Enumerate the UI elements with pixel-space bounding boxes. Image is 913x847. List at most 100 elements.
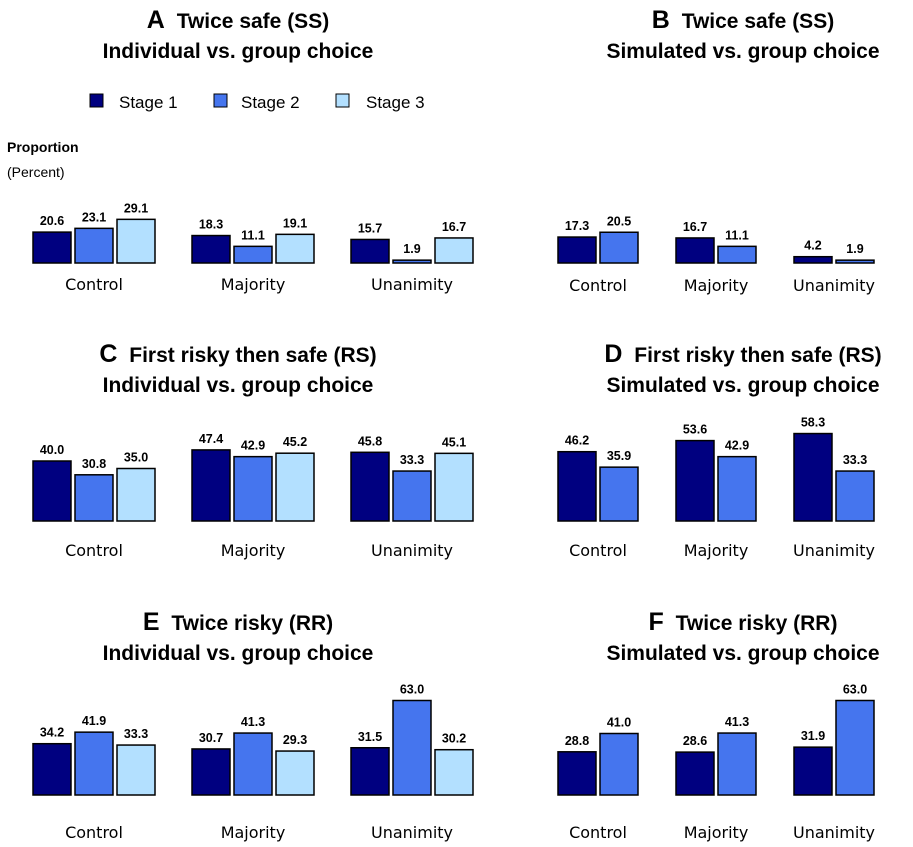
data-label-e-unanimity-stage-2: 63.0 <box>400 683 424 697</box>
category-label-c-control: Control <box>65 541 123 560</box>
panel-a: A Twice safe (SS) Individual vs. group ch… <box>32 6 474 294</box>
data-label-c-control-stage-3: 35.0 <box>124 451 148 465</box>
panel-a-subtitle: Individual vs. group choice <box>103 40 374 63</box>
panel-b-subtitle: Simulated vs. group choice <box>606 40 879 63</box>
data-label-a-control-stage-1: 20.6 <box>40 214 64 228</box>
data-label-c-unanimity-stage-1: 45.8 <box>358 434 382 448</box>
data-label-e-control-stage-1: 34.2 <box>40 726 64 740</box>
data-label-f-unanimity-stage-2: 63.0 <box>843 683 867 697</box>
data-label-a-unanimity-stage-1: 15.7 <box>358 221 382 235</box>
bar-e-majority-stage-2 <box>233 732 273 796</box>
panel-e-title: E Twice risky (RR) <box>143 608 333 636</box>
bar-a-control-stage-1 <box>32 231 72 264</box>
bar-e-unanimity-stage-2 <box>392 699 432 796</box>
panel-d-title-text: First risky then safe (RS) <box>628 344 881 367</box>
data-label-e-control-stage-3: 33.3 <box>124 727 148 741</box>
bar-b-majority-stage-2 <box>717 245 757 264</box>
category-label-e-majority: Majority <box>221 823 286 842</box>
panel-b-title-text: Twice safe (SS) <box>676 10 834 33</box>
panel-e-subtitle: Individual vs. group choice <box>103 642 374 665</box>
data-label-e-majority-stage-1: 30.7 <box>199 731 223 745</box>
bar-c-majority-stage-3 <box>275 452 315 522</box>
category-label-e-unanimity: Unanimity <box>371 823 453 842</box>
data-label-b-control-stage-1: 17.3 <box>565 219 589 233</box>
legend-label-stage-2: Stage 2 <box>241 93 300 112</box>
bar-d-majority-stage-1 <box>675 439 715 522</box>
bar-f-unanimity-stage-2 <box>835 699 875 796</box>
panel-a-letter: A <box>147 6 165 34</box>
panel-c-title-text: First risky then safe (RS) <box>123 344 376 367</box>
category-label-c-majority: Majority <box>221 541 286 560</box>
data-label-a-majority-stage-1: 18.3 <box>199 218 223 232</box>
data-label-a-control-stage-2: 23.1 <box>82 210 106 224</box>
bar-e-majority-stage-3 <box>275 750 315 796</box>
panel-d-letter: D <box>604 340 622 368</box>
data-label-d-control-stage-1: 46.2 <box>565 434 589 448</box>
bar-a-control-stage-2 <box>74 227 114 264</box>
panel-f-subtitle: Simulated vs. group choice <box>606 642 879 665</box>
data-label-c-unanimity-stage-2: 33.3 <box>400 453 424 467</box>
bar-e-control-stage-1 <box>32 742 72 796</box>
category-label-f-control: Control <box>569 823 627 842</box>
data-label-a-majority-stage-3: 19.1 <box>283 216 307 230</box>
category-label-b-majority: Majority <box>684 276 749 295</box>
data-label-d-unanimity-stage-2: 33.3 <box>843 453 867 467</box>
data-label-c-control-stage-1: 40.0 <box>40 443 64 457</box>
panel-d-title: D First risky then safe (RS) <box>604 340 881 368</box>
data-label-a-control-stage-3: 29.1 <box>124 201 148 215</box>
bar-b-majority-stage-1 <box>675 237 715 264</box>
data-label-c-majority-stage-3: 45.2 <box>283 435 307 449</box>
category-label-b-unanimity: Unanimity <box>793 276 875 295</box>
bar-f-control-stage-1 <box>557 751 597 796</box>
bar-b-control-stage-1 <box>557 236 597 264</box>
data-label-f-unanimity-stage-1: 31.9 <box>801 729 825 743</box>
panel-a-title: A Twice safe (SS) <box>147 6 329 34</box>
panel-d: D First risky then safe (RS) Simulated vs… <box>557 340 882 560</box>
y-axis-label: Proportion <box>7 139 79 155</box>
panel-f-title-text: Twice risky (RR) <box>670 612 838 635</box>
bar-a-unanimity-stage-2 <box>392 259 432 264</box>
panel-b: B Twice safe (SS) Simulated vs. group cho… <box>557 6 880 295</box>
data-label-e-control-stage-2: 41.9 <box>82 714 106 728</box>
bar-a-control-stage-3 <box>116 218 156 264</box>
bar-b-control-stage-2 <box>599 231 639 264</box>
data-label-f-majority-stage-1: 28.6 <box>683 734 707 748</box>
bar-a-majority-stage-3 <box>275 233 315 264</box>
bar-c-control-stage-2 <box>74 474 114 522</box>
bar-d-unanimity-stage-2 <box>835 470 875 522</box>
data-label-e-unanimity-stage-1: 31.5 <box>358 730 382 744</box>
bar-a-majority-stage-1 <box>191 234 231 264</box>
panel-e: E Twice risky (RR) Individual vs. group c… <box>32 608 474 842</box>
panel-b-title: B Twice safe (SS) <box>652 6 834 34</box>
category-label-f-majority: Majority <box>684 823 749 842</box>
legend-item-stage-1: Stage 1 <box>89 93 178 112</box>
panel-b-letter: B <box>652 6 670 34</box>
legend-item-stage-2: Stage 2 <box>213 93 300 112</box>
y-axis-sublabel: (Percent) <box>7 164 65 180</box>
data-label-b-majority-stage-1: 16.7 <box>683 220 707 234</box>
legend-item-stage-3: Stage 3 <box>335 93 425 112</box>
data-label-f-control-stage-1: 28.8 <box>565 734 589 748</box>
data-label-e-majority-stage-2: 41.3 <box>241 715 265 729</box>
bar-e-majority-stage-1 <box>191 748 231 796</box>
category-label-e-control: Control <box>65 823 123 842</box>
category-label-a-unanimity: Unanimity <box>371 275 453 294</box>
panel-a-title-text: Twice safe (SS) <box>171 10 329 33</box>
chart-panels: A Twice safe (SS) Individual vs. group ch… <box>32 6 882 842</box>
category-label-d-unanimity: Unanimity <box>793 541 875 560</box>
data-label-e-unanimity-stage-3: 30.2 <box>442 732 466 746</box>
data-label-d-majority-stage-2: 42.9 <box>725 439 749 453</box>
bar-c-majority-stage-2 <box>233 455 273 522</box>
data-label-b-unanimity-stage-2: 1.9 <box>846 242 863 256</box>
data-label-c-control-stage-2: 30.8 <box>82 457 106 471</box>
panel-e-title-text: Twice risky (RR) <box>166 612 334 635</box>
data-label-d-unanimity-stage-1: 58.3 <box>801 416 825 430</box>
bar-b-unanimity-stage-2 <box>835 259 875 264</box>
data-label-c-majority-stage-2: 42.9 <box>241 439 265 453</box>
bar-a-unanimity-stage-3 <box>434 237 474 264</box>
panel-c-letter: C <box>99 340 117 368</box>
bar-d-majority-stage-2 <box>717 455 757 522</box>
bar-d-control-stage-2 <box>599 466 639 522</box>
panel-e-letter: E <box>143 608 160 636</box>
